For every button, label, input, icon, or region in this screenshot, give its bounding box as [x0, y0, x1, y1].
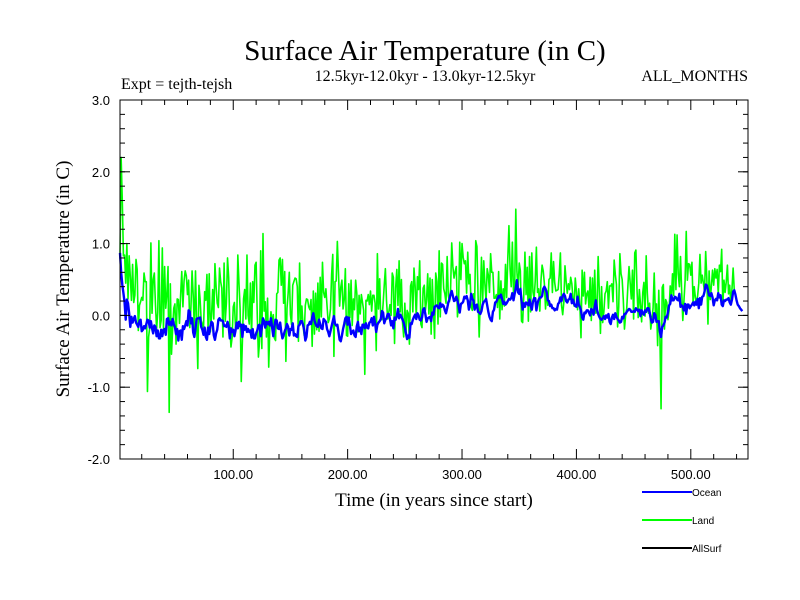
chart-subtitle-right: ALL_MONTHS — [641, 68, 748, 85]
y-tick-label: 2.0 — [92, 165, 110, 180]
x-tick-label: 300.00 — [442, 467, 482, 482]
chart-subtitle-center: 12.5kyr-12.0kyr - 13.0kyr-12.5kyr — [315, 68, 536, 85]
y-axis-label: Surface Air Temperature (in C) — [53, 161, 74, 398]
plot-area — [118, 156, 744, 414]
axis-ticks: -2.0 -1.0 0.0 1.0 2.0 3.0 100.00 200.00 300.00 40… — [88, 93, 748, 482]
y-tick-label: 1.0 — [92, 237, 110, 252]
series-line-ocean — [118, 252, 744, 343]
x-tick-label: 500.00 — [671, 467, 711, 482]
x-tick-label: 400.00 — [557, 467, 597, 482]
legend-label-ocean: Ocean — [692, 488, 721, 499]
chart-subtitle-left: Expt = tejth-tejsh — [121, 76, 232, 93]
chart-title: Surface Air Temperature (in C) — [244, 35, 605, 67]
series-line-land — [119, 156, 736, 414]
y-tick-label: 3.0 — [92, 93, 110, 108]
legend-label-allsurf: AllSurf — [692, 544, 722, 555]
x-axis-label: Time (in years since start) — [335, 490, 533, 511]
x-tick-label: 200.00 — [328, 467, 368, 482]
y-tick-label: -1.0 — [88, 380, 110, 395]
y-tick-label: 0.0 — [92, 308, 110, 323]
legend-label-land: Land — [692, 516, 714, 527]
plot-frame — [119, 99, 749, 460]
x-tick-label: 100.00 — [213, 467, 253, 482]
y-tick-label: -2.0 — [88, 452, 110, 467]
legend: Ocean Land AllSurf — [642, 488, 722, 555]
